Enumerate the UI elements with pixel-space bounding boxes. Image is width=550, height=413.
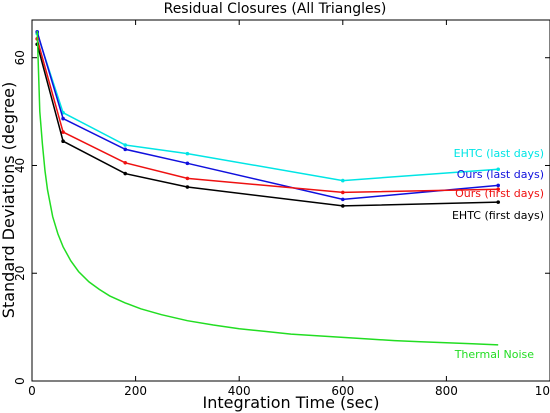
x-tick-label: 400 xyxy=(228,384,251,398)
data-point-ehtc-first-days xyxy=(185,185,190,189)
data-point-ehtc-first-days xyxy=(123,171,128,176)
x-tick-label: 200 xyxy=(124,384,147,398)
plot-frame xyxy=(31,19,550,382)
series-line-ehtc-last-days xyxy=(36,33,499,182)
data-point-ours-first-days xyxy=(496,187,501,191)
data-point-ehtc-first-days xyxy=(61,139,65,144)
plot-layer: 0 200 400 600 800 1000 0 20 40 60 EHTC (last days)… xyxy=(13,20,550,398)
x-tick-label: 1000 xyxy=(535,384,550,398)
series-line-ehtc-first-days xyxy=(36,44,499,207)
x-axis-title: Integration Time (sec) xyxy=(203,393,380,412)
data-point-ehtc-last-days xyxy=(185,151,190,156)
data-point-ehtc-last-days xyxy=(341,178,345,183)
data-point-ehtc-last-days xyxy=(496,167,501,172)
x-tick-label: 0 xyxy=(28,384,36,398)
data-point-ours-first-days xyxy=(185,176,190,181)
x-tick-label: 600 xyxy=(331,384,354,398)
series-line-thermal-noise xyxy=(36,30,499,346)
series-line-ours-first-days xyxy=(36,38,499,194)
data-point-ours-first-days xyxy=(341,190,345,195)
data-point-ours-last-days xyxy=(123,147,128,152)
data-point-ours-last-days xyxy=(341,197,345,202)
data-point-ehtc-first-days xyxy=(341,204,345,208)
y-tick-label: 20 xyxy=(13,266,27,281)
y-tick-label: 40 xyxy=(13,158,27,173)
legend-label-thermal-noise: Thermal Noise xyxy=(454,348,535,361)
chart-title: Residual Closures (All Triangles) xyxy=(164,1,387,17)
data-point-ours-first-days xyxy=(123,160,128,165)
legend-label-ours-last-days: Ours (last days) xyxy=(457,168,544,181)
x-tick-label: 800 xyxy=(435,384,458,398)
series-line-ours-last-days xyxy=(36,31,499,201)
data-point-ours-last-days xyxy=(185,161,190,166)
data-point-ours-first-days xyxy=(61,130,65,134)
legend-label-ours-first-days: Ours (first days) xyxy=(455,187,544,200)
y-tick-label: 60 xyxy=(13,50,27,65)
y-tick-label: 0 xyxy=(13,377,27,385)
data-point-ehtc-first-days xyxy=(496,200,501,204)
data-point-ehtc-last-days xyxy=(123,143,128,147)
y-axis-title: Standard Deviations (degree) xyxy=(0,82,18,318)
data-point-ours-last-days xyxy=(61,116,65,121)
data-point-ours-last-days xyxy=(496,183,501,188)
legend-label-ehtc-first-days: EHTC (first days) xyxy=(452,209,544,222)
legend-label-ehtc-last-days: EHTC (last days) xyxy=(454,147,544,160)
